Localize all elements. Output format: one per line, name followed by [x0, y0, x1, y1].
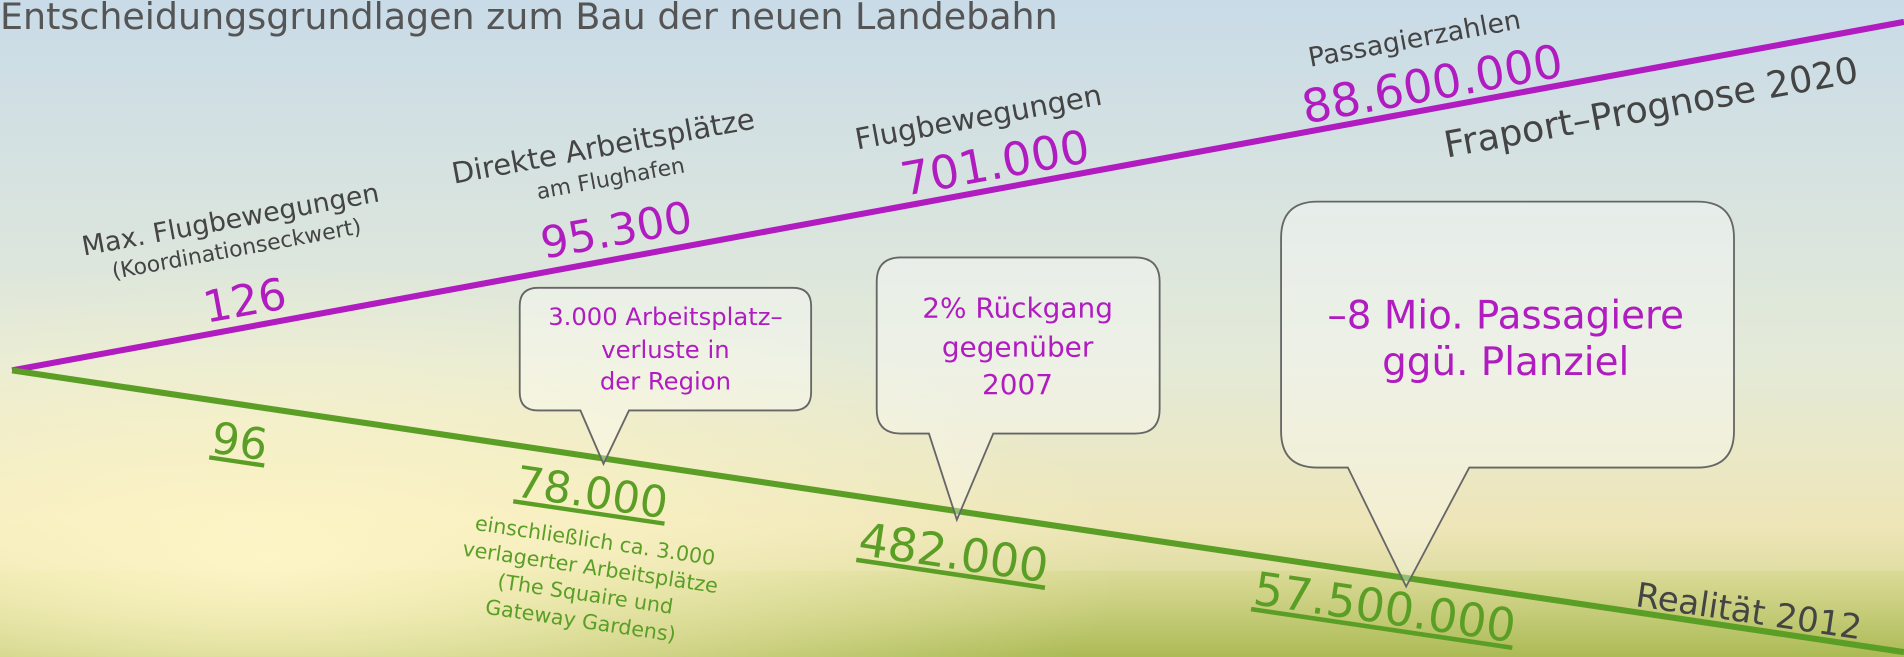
callout-text: verluste in	[601, 335, 729, 364]
actual-value: 96	[208, 413, 270, 472]
callout-text: 2007	[982, 368, 1053, 401]
callout-text: –8 Mio. Passagiere	[1327, 294, 1684, 339]
title: Entscheidungsgrundlagen zum Bau der neue…	[0, 0, 1058, 38]
reality-line	[11, 367, 1904, 656]
callout-text: 2% Rückgang	[922, 292, 1113, 325]
callout-text: der Region	[600, 367, 731, 396]
callout	[1280, 200, 1735, 589]
callout	[875, 256, 1161, 523]
callout	[518, 286, 813, 467]
callout-text: 3.000 Arbeitsplatz–	[548, 302, 782, 331]
callout-text: ggü. Planziel	[1382, 340, 1629, 385]
forecast-line	[11, 18, 1904, 374]
callout-text: gegenüber	[942, 331, 1094, 364]
